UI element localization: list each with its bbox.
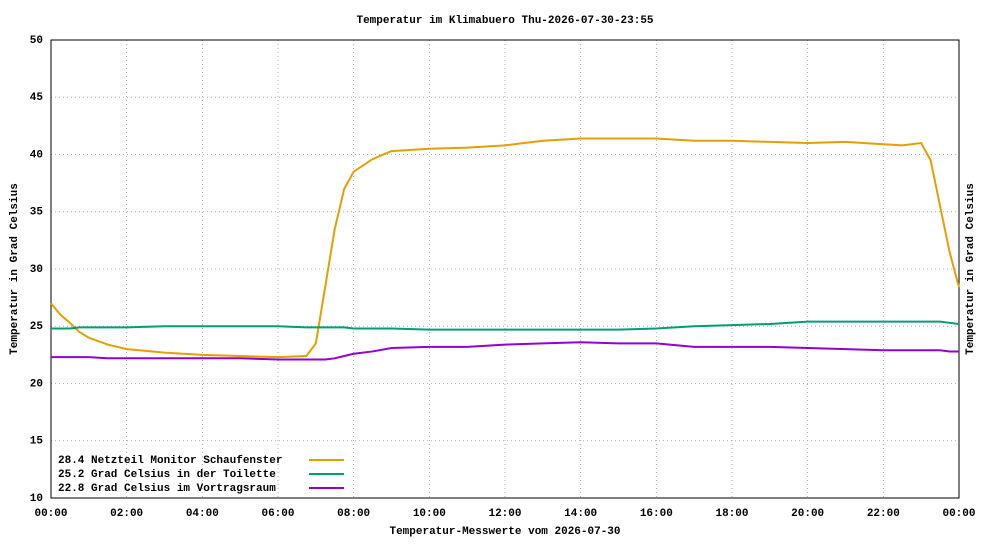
y-tick-label: 35	[30, 207, 44, 219]
x-tick-label: 10:00	[413, 508, 446, 520]
y-tick-label: 20	[30, 378, 43, 390]
x-tick-label: 02:00	[110, 508, 143, 520]
data-line	[50, 137, 960, 359]
data-line	[51, 320, 960, 331]
y-tick-label: 30	[30, 264, 43, 276]
x-tick-label: 12:00	[488, 508, 521, 520]
x-axis-label: Temperatur-Messwerte vom 2026-07-30	[389, 526, 620, 538]
data-line	[51, 341, 959, 361]
x-tick-label: 14:00	[564, 508, 597, 520]
y-tick-label: 50	[30, 35, 43, 47]
plot-frame	[50, 39, 960, 499]
legend-label: 25.2 Grad Celsius in der Toilette	[58, 469, 276, 481]
legend-label: 28.4 Netzteil Monitor Schaufenster	[58, 455, 282, 467]
chart-title: Temperatur im Klimabuero Thu-2026-07-30-…	[356, 15, 653, 27]
x-tick-label: 00:00	[942, 508, 975, 520]
x-tick-label: 18:00	[715, 508, 748, 520]
x-tick-label: 22:00	[867, 508, 900, 520]
y-tick-label: 45	[30, 92, 44, 104]
x-tick-label: 00:00	[34, 508, 67, 520]
y-axis-label: Temperatur in Grad Celsius	[9, 183, 21, 355]
x-tick-label: 20:00	[791, 508, 824, 520]
y-tick-label: 10	[30, 493, 43, 505]
legend-label: 22.8 Grad Celsius im Vortragsraum	[58, 483, 276, 495]
y-tick-label: 40	[30, 149, 43, 161]
x-tick-label: 06:00	[261, 508, 294, 520]
y-tick-label: 15	[30, 436, 44, 448]
x-tick-label: 04:00	[186, 508, 219, 520]
x-tick-label: 08:00	[337, 508, 370, 520]
x-tick-label: 16:00	[640, 508, 673, 520]
y-tick-label: 25	[30, 321, 44, 333]
y2-axis-label: Temperatur in Grad Celsius	[965, 183, 977, 355]
